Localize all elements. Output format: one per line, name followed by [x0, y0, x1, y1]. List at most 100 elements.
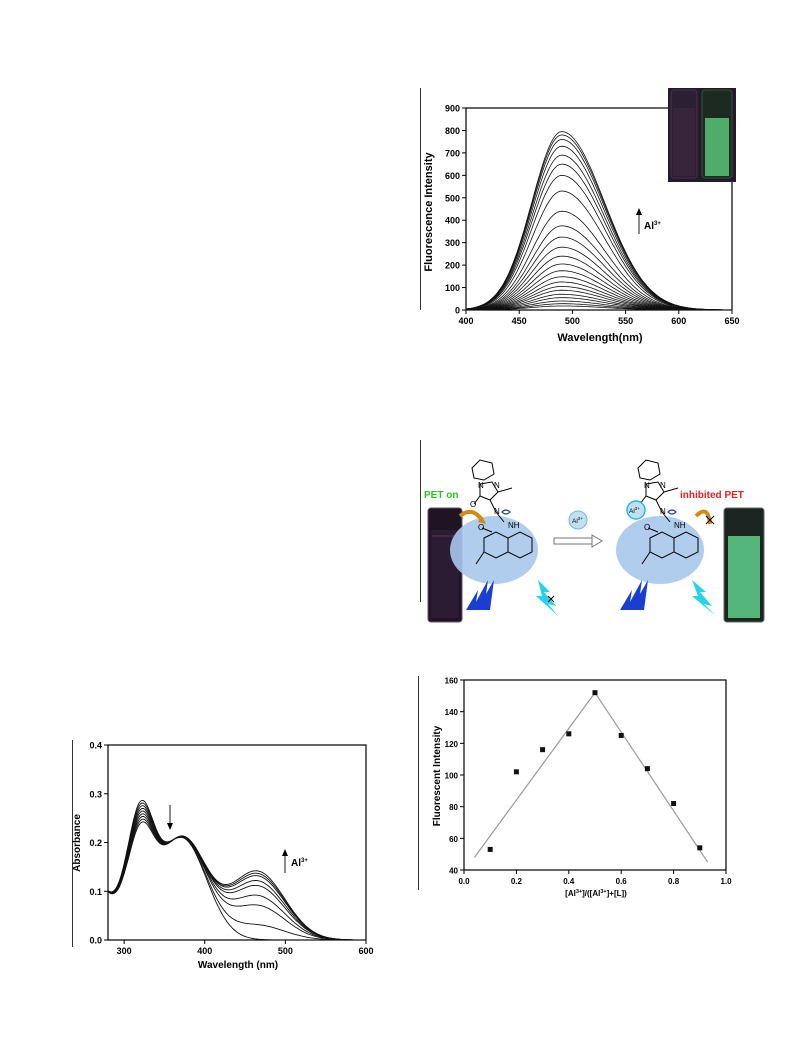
- absorbance-curve-9: [107, 821, 366, 941]
- arrowhead-orange-icon: [478, 516, 486, 524]
- fluorescence-x-tick-label: 550: [618, 316, 633, 326]
- job-data-point: [487, 846, 493, 852]
- job-xlabel-sup2: 3+: [600, 889, 606, 895]
- emission-bolt-left-icon: [536, 580, 558, 616]
- fluorescence-curve-19: [465, 163, 733, 311]
- lone-pair-right-icon: [667, 509, 677, 515]
- fluorescence-chart: 0 100 200 300 400 500 600 700 800 900 400 450 500 55…: [420, 88, 742, 350]
- arrowhead-up-icon: [636, 208, 642, 215]
- absorbance-x-tick-label: 400: [197, 946, 212, 956]
- absorbance-y-tick-label: 0.0: [89, 936, 102, 946]
- job-data-point: [644, 766, 650, 772]
- fluorescence-curve-24: [465, 131, 732, 311]
- fluorescence-y-tick-label: 200: [445, 261, 460, 271]
- absorbance-curve-3: [107, 805, 366, 941]
- lone-pair-left-icon: [501, 509, 511, 515]
- fluorescence-y-tick-label: 900: [445, 104, 460, 114]
- absorbance-curve-4: [107, 807, 366, 941]
- job-y-tick-label: 100: [445, 772, 459, 781]
- molecule-left: [471, 459, 533, 565]
- arrowhead-up-abs-icon: [282, 849, 288, 856]
- fluorophore-highlight-left: [450, 516, 538, 584]
- ion-sup-center: 3+: [578, 516, 584, 521]
- job-xlabel-sup1: 3+: [576, 889, 582, 895]
- job-fit-line-1: [473, 692, 596, 858]
- job-data-point: [618, 732, 624, 738]
- fluorescence-chart-svg: 0 100 200 300 400 500 600 700 800 900 400 450 500 55…: [423, 88, 740, 344]
- absorbance-x-axis-label: Wavelength (nm): [198, 960, 278, 971]
- fluorescence-y-tick-label: 100: [445, 283, 460, 293]
- fluorophore-highlight-right: [616, 516, 704, 584]
- atom-o2-left: O: [478, 523, 484, 532]
- absorbance-y-tick-label: 0.4: [89, 741, 102, 751]
- pet-scheme-svg: PET on N N O N O NH: [424, 459, 765, 623]
- fluorescence-plot-frame: [465, 107, 733, 311]
- emission-bolt-right-icon: [692, 580, 716, 616]
- atom-o2-right: O: [644, 523, 650, 532]
- job-plot-svg: 40 60 80 100 120 140 160 0.0 0.2 0.4 0.6 0.8 1.0 Fl…: [432, 677, 732, 899]
- pet-on-label: PET on: [424, 490, 458, 501]
- job-plot-chart: 40 60 80 100 120 140 160 0.0 0.2 0.4 0.6 0.8 1.0 Fl…: [418, 670, 748, 902]
- fluorescence-x-tick-label: 500: [565, 316, 580, 326]
- divider-line-scheme: [420, 440, 421, 602]
- svg-text:Al3+: Al3+: [644, 221, 661, 232]
- job-fit-line-2: [594, 692, 709, 863]
- atom-n1-left: N: [478, 481, 484, 490]
- absorbance-y-tick-label: 0.3: [89, 789, 102, 799]
- fluorescence-x-tick-label: 450: [512, 316, 527, 326]
- fluorescence-y-tick-label: 400: [445, 216, 460, 226]
- absorbance-y-tick-label: 0.1: [89, 887, 102, 897]
- atom-n-hydrazone-right: N: [660, 507, 666, 516]
- job-y-tick-label: 140: [445, 708, 459, 717]
- job-data-point: [592, 690, 598, 696]
- absorbance-y-axis-label: Absorbance: [72, 814, 83, 872]
- fluorescence-y-axis-label: Fluorescence Intensity: [423, 152, 435, 272]
- atom-n2-left: N: [494, 481, 500, 490]
- job-y-axis-label: Fluorescent Intensity: [432, 725, 443, 826]
- dark-solution: [673, 108, 695, 176]
- atom-n-hydrazone-left: N: [494, 507, 500, 516]
- job-data-point: [671, 801, 677, 806]
- absorbance-y-tick-label: 0.2: [89, 838, 102, 848]
- fluorescence-y-tick-label: 500: [445, 193, 460, 203]
- job-y-tick-label: 40: [449, 867, 458, 876]
- fluorescence-y-tick-label: 700: [445, 148, 460, 158]
- reaction-arrow: [553, 534, 603, 548]
- pet-mechanism-scheme: PET on N N O N O NH: [420, 440, 770, 625]
- excitation-bolt-right-icon: [620, 580, 648, 610]
- job-y-tick-label: 80: [449, 803, 458, 812]
- green-fluorescence-glow: [705, 118, 729, 176]
- absorbance-chart-svg: 0.00.10.20.30.4 300 400 500 600 Absorbance …: [72, 741, 374, 972]
- absorbance-x-tick-label: 300: [117, 946, 132, 956]
- absorbance-down-arrow: [167, 805, 173, 830]
- al-ion-bound: [626, 500, 646, 520]
- job-x-tick-label: 0.6: [616, 877, 628, 886]
- absorbance-curve-1: [107, 799, 366, 941]
- divider-line-top-right: [420, 88, 421, 310]
- inhibited-pet-label: inhibited PET: [680, 490, 744, 501]
- fluorescence-y-tick-label: 800: [445, 126, 460, 136]
- excitation-bolt-left-icon: [466, 580, 494, 610]
- fluorescence-annotation-label: Al: [644, 221, 654, 232]
- absorbance-annotation-label: Al: [291, 858, 301, 869]
- cuvette-dark: [427, 507, 463, 623]
- atom-nh-right: NH: [674, 521, 686, 530]
- svg-text:Al3+: Al3+: [291, 858, 308, 869]
- ion-label-bound: Al: [629, 508, 635, 515]
- atom-n1-right: N: [644, 481, 650, 490]
- job-x-tick-label: 0.8: [668, 877, 680, 886]
- absorbance-plot-frame: [107, 744, 367, 941]
- cuvette-photo-inset: [668, 88, 736, 182]
- job-x-tick-label: 0.0: [458, 877, 470, 886]
- fluorescence-y-tick-label: 600: [445, 171, 460, 181]
- fluorescence-annotation-sup: 3+: [654, 221, 661, 227]
- absorbance-x-tick-label: 600: [358, 946, 373, 956]
- divider-line-abs: [72, 740, 73, 947]
- ion-label-center: Al: [572, 518, 578, 525]
- fluorescence-y-tick-label: 0: [455, 306, 460, 316]
- job-y-tick-label: 160: [445, 677, 459, 686]
- absorbance-annotation-sup: 3+: [301, 858, 308, 864]
- svg-text:Al3+: Al3+: [629, 506, 640, 515]
- fluorescence-curve-17: [465, 190, 732, 311]
- divider-line-job: [418, 676, 419, 890]
